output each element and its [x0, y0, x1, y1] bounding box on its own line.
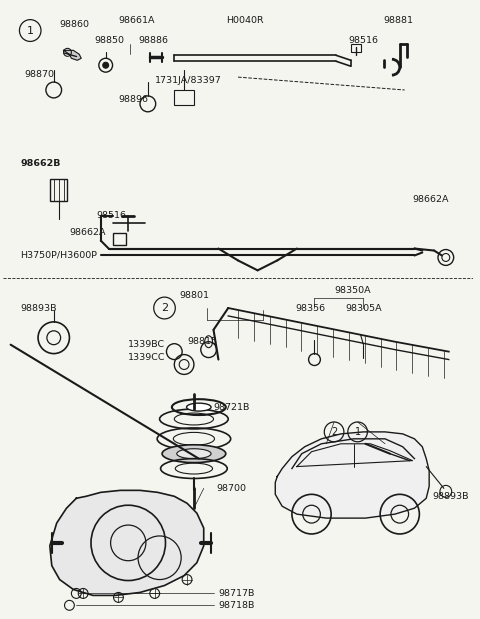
Polygon shape: [63, 50, 81, 60]
Text: 98893B: 98893B: [21, 303, 57, 313]
Bar: [50, 179, 68, 201]
Polygon shape: [275, 432, 429, 518]
Text: 98881: 98881: [383, 16, 413, 25]
Ellipse shape: [187, 403, 211, 411]
Text: 98860: 98860: [60, 20, 90, 29]
Text: H0040R: H0040R: [226, 16, 264, 25]
Text: 98662A: 98662A: [70, 228, 106, 237]
Text: 1339BC: 1339BC: [128, 340, 166, 349]
Text: 98870: 98870: [24, 69, 54, 79]
Text: 98801: 98801: [179, 291, 209, 300]
Text: 98356: 98356: [295, 303, 325, 313]
Bar: [351, 45, 360, 53]
Bar: [112, 233, 126, 245]
Bar: [174, 90, 194, 105]
Text: 98350A: 98350A: [334, 286, 371, 295]
Text: H3750P/H3600P: H3750P/H3600P: [21, 251, 97, 260]
Text: 98850: 98850: [94, 36, 124, 45]
Ellipse shape: [162, 445, 226, 462]
Text: 98886: 98886: [138, 36, 168, 45]
Text: 98896: 98896: [119, 95, 148, 105]
Text: 98717B: 98717B: [218, 589, 255, 598]
Text: 1: 1: [27, 25, 34, 35]
Text: 1731JA/83397: 1731JA/83397: [155, 76, 221, 85]
Text: 98662A: 98662A: [412, 194, 449, 204]
Text: 2: 2: [161, 303, 168, 313]
Text: 98893B: 98893B: [432, 492, 468, 501]
Text: 2: 2: [331, 427, 337, 437]
Text: 1: 1: [355, 427, 360, 437]
Text: 98305A: 98305A: [346, 303, 383, 313]
Text: 1339CC: 1339CC: [128, 353, 166, 362]
Polygon shape: [50, 490, 204, 595]
Ellipse shape: [177, 449, 211, 459]
Text: 98661A: 98661A: [119, 16, 155, 25]
Circle shape: [103, 63, 108, 68]
Text: 98721B: 98721B: [214, 402, 250, 412]
Text: 98815: 98815: [187, 337, 217, 346]
Text: 98700: 98700: [216, 484, 246, 493]
Text: 98516: 98516: [349, 36, 379, 45]
Text: 98516: 98516: [96, 211, 126, 220]
Text: 98718B: 98718B: [218, 601, 255, 610]
Text: 98662B: 98662B: [21, 159, 61, 168]
